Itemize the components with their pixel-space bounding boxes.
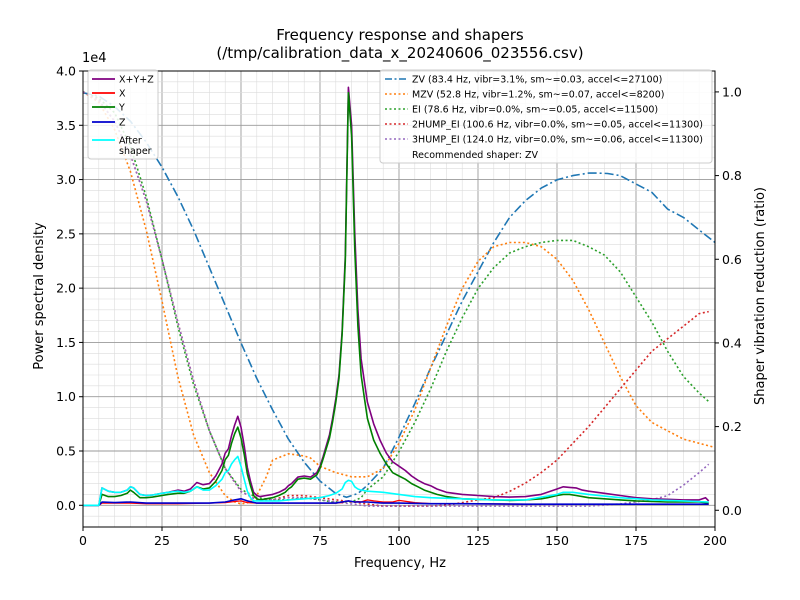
legend-psd-label: After [119,136,142,147]
legend-shaper-label: EI (78.6 Hz, vibr=0.0%, sm~=0.05, accel<… [412,105,658,116]
y-tick-label: 3.5 [56,118,76,133]
x-tick-label: 175 [624,533,648,548]
x-tick-label: 25 [154,533,170,548]
chart-title: Frequency response and shapers [276,26,524,44]
y2-tick-label: 0.4 [722,335,742,350]
series-line-y [83,91,709,507]
y-tick-label: 3.0 [56,172,76,187]
series-line-3hump-ei [82,91,710,507]
y-tick-label: 2.5 [56,226,76,241]
legend-psd-label: shaper [119,146,152,157]
y2-tick-label: 0.2 [722,419,742,434]
x-tick-label: 75 [312,533,328,548]
y2-tick-label: 0.0 [722,503,742,518]
chart-subtitle: (/tmp/calibration_data_x_20240606_023556… [216,44,583,63]
x-tick-label: 100 [387,533,411,548]
y-tick-label: 1.0 [56,389,76,404]
x-tick-label: 125 [466,533,490,548]
x-tick-label: 200 [703,533,727,548]
y-tick-label: 1.5 [56,335,76,350]
y-tick-label: 0.5 [56,444,76,459]
y-tick-label: 4.0 [56,64,76,79]
legend-shaper-label: MZV (52.8 Hz, vibr=1.2%, sm~=0.07, accel… [412,90,664,101]
legend-psd-label: X+Y+Z [119,75,154,86]
y2-tick-label: 0.6 [722,252,742,267]
legend-psd-label: X [119,89,126,100]
series-line-z [83,497,709,507]
x-tick-label: 150 [545,533,569,548]
legend-shaper-label: ZV (83.4 Hz, vibr=3.1%, sm~=0.03, accel<… [412,75,662,86]
y-axis-label: Power spectral density [32,222,47,370]
legend-psd-label: Y [118,103,125,114]
y-tick-label: 0.0 [56,498,76,513]
series-line-mzv [82,91,716,505]
x-tick-label: 50 [233,533,249,548]
y2-axis-label: Shaper vibration reduction (ratio) [753,187,768,405]
legend-psd-label: Z [119,118,126,129]
legend-shapers-frame [379,69,713,164]
series-line-ei [82,91,710,503]
series-line-after [83,455,709,507]
y-tick-label: 2.0 [56,281,76,296]
legend-shapers: ZV (83.4 Hz, vibr=3.1%, sm~=0.03, accel<… [379,69,713,164]
y2-tick-label: 0.8 [722,168,742,183]
y-multiplier-label: 1e4 [82,51,107,66]
series-line-2hump-ei [82,91,709,507]
series-line-zv [82,92,716,499]
legend-shaper-label: 2HUMP_EI (100.6 Hz, vibr=0.0%, sm~=0.05,… [412,120,703,131]
x-axis-label: Frequency, Hz [354,556,446,571]
legend-recommended-shaper: Recommended shaper: ZV [412,150,538,161]
x-tick-label: 0 [79,533,87,548]
legend-shaper-label: 3HUMP_EI (124.0 Hz, vibr=0.0%, sm~=0.06,… [412,135,703,146]
y2-tick-label: 1.0 [722,84,742,99]
